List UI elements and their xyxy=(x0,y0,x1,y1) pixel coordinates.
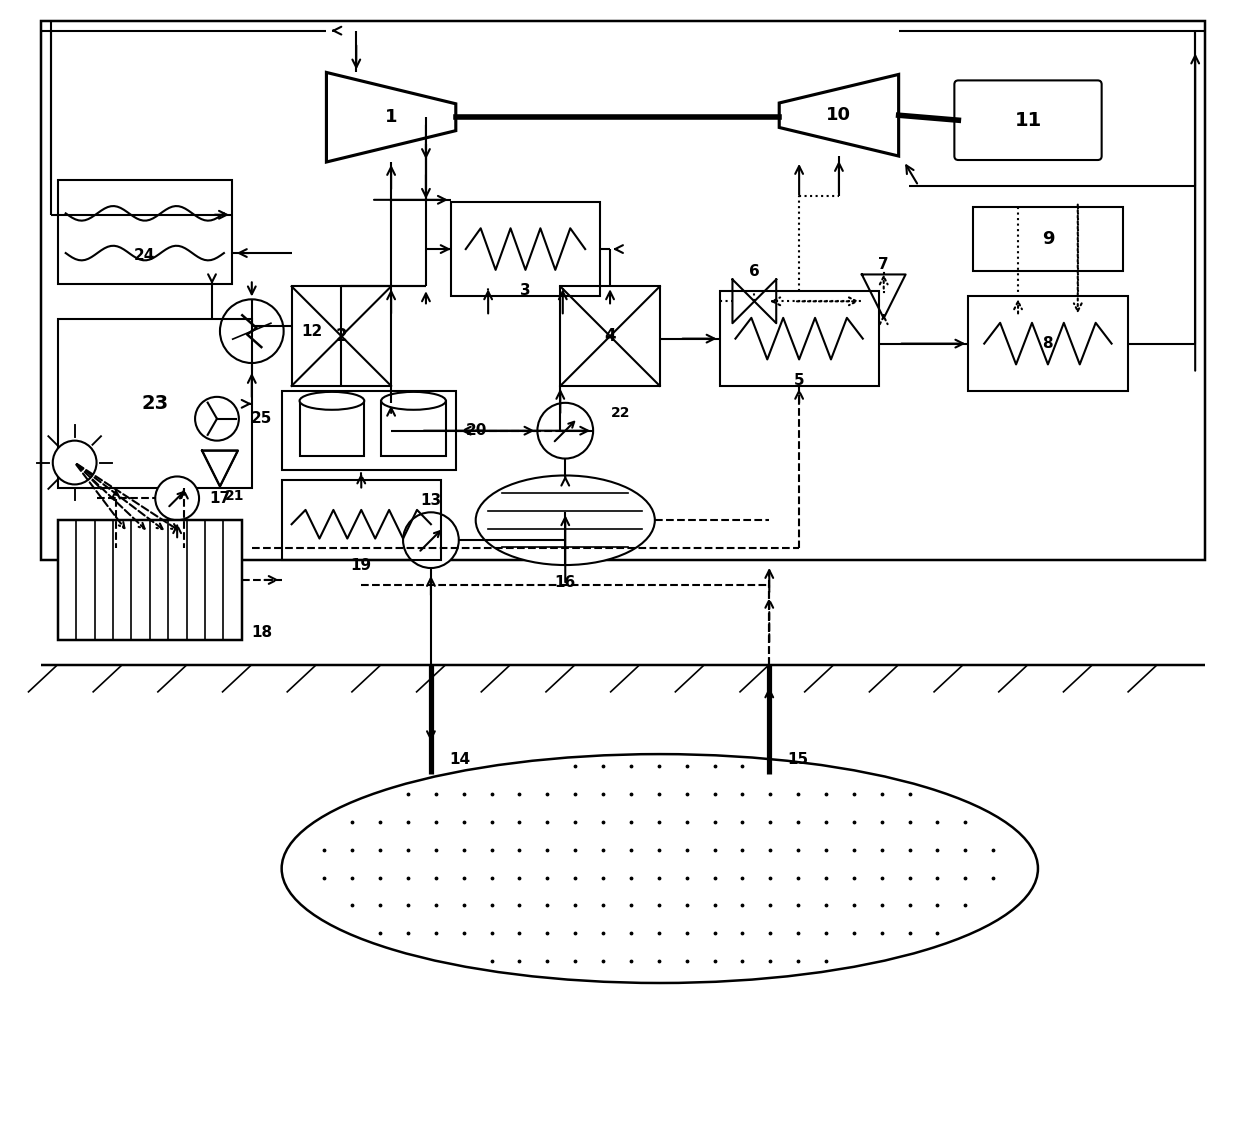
Bar xyxy=(381,400,446,455)
Text: 23: 23 xyxy=(141,395,169,413)
Bar xyxy=(300,400,365,455)
Text: 25: 25 xyxy=(250,411,272,427)
Bar xyxy=(560,286,660,386)
Text: 21: 21 xyxy=(224,490,244,503)
Circle shape xyxy=(537,403,593,459)
Text: 6: 6 xyxy=(749,264,760,279)
Text: 7: 7 xyxy=(878,257,889,272)
Bar xyxy=(719,292,879,386)
Text: 14: 14 xyxy=(449,752,470,766)
Bar xyxy=(291,286,391,386)
Bar xyxy=(973,207,1122,271)
Text: 17: 17 xyxy=(210,491,231,506)
Ellipse shape xyxy=(281,754,1038,983)
Text: 22: 22 xyxy=(611,406,631,420)
Bar xyxy=(58,521,242,639)
Bar xyxy=(451,201,600,296)
Text: 2: 2 xyxy=(336,327,347,345)
Circle shape xyxy=(403,513,459,569)
Text: 20: 20 xyxy=(466,423,487,438)
Text: 8: 8 xyxy=(1043,336,1053,351)
Text: 15: 15 xyxy=(787,752,808,766)
Text: 13: 13 xyxy=(420,493,441,508)
Ellipse shape xyxy=(381,392,446,410)
Circle shape xyxy=(155,476,200,521)
Circle shape xyxy=(219,300,284,363)
Bar xyxy=(58,180,232,285)
Text: 9: 9 xyxy=(1042,230,1054,248)
Text: 10: 10 xyxy=(826,106,852,125)
Text: 12: 12 xyxy=(301,324,322,339)
Text: 3: 3 xyxy=(520,284,531,299)
Circle shape xyxy=(53,440,97,484)
Text: 5: 5 xyxy=(794,373,805,388)
Text: 4: 4 xyxy=(604,327,616,345)
Text: 18: 18 xyxy=(252,625,273,639)
Text: 11: 11 xyxy=(1014,111,1042,129)
Ellipse shape xyxy=(476,476,655,565)
Bar xyxy=(281,480,441,561)
Bar xyxy=(281,391,456,470)
Bar xyxy=(968,296,1127,391)
Text: 19: 19 xyxy=(351,557,372,572)
Text: 1: 1 xyxy=(384,109,397,126)
Bar xyxy=(41,21,1205,561)
Circle shape xyxy=(195,397,239,440)
Text: 16: 16 xyxy=(554,575,575,590)
Ellipse shape xyxy=(300,392,365,410)
Bar xyxy=(58,319,252,488)
Text: 24: 24 xyxy=(134,247,155,263)
